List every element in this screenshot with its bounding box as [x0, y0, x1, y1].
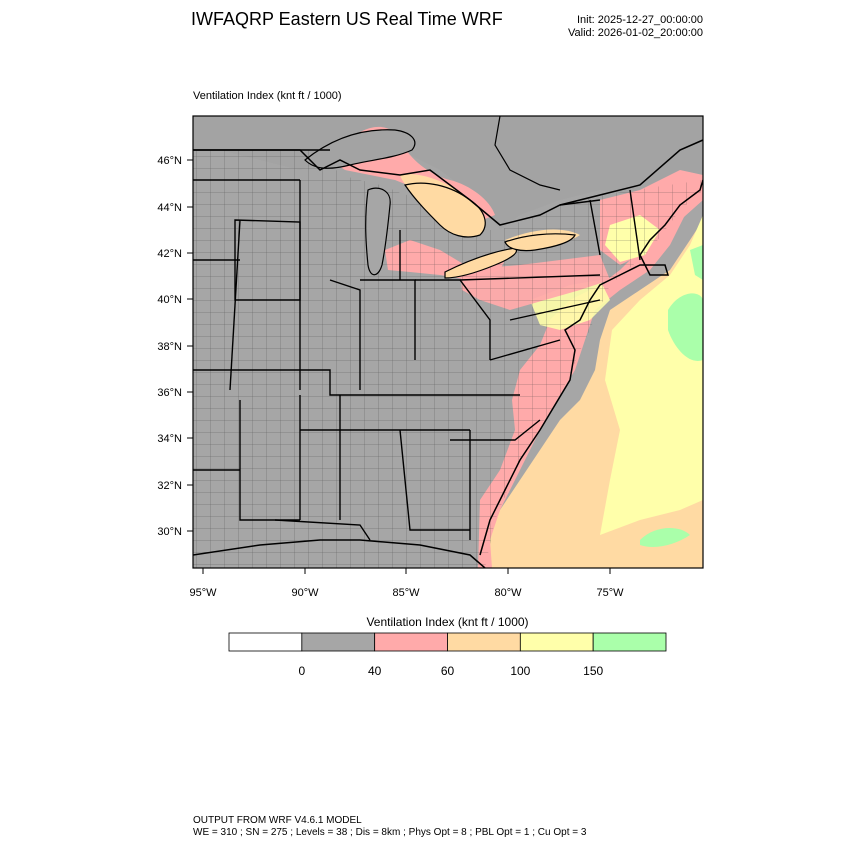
colorbar-tick-label: 100: [510, 664, 530, 678]
field-label: Ventilation Index (knt ft / 1000): [193, 90, 342, 102]
footer-config: WE = 310 ; SN = 275 ; Levels = 38 ; Dis …: [193, 827, 587, 838]
county-lines: [193, 150, 703, 568]
colorbar-bin: [301, 632, 376, 652]
colorbar-bin: [374, 632, 448, 652]
canada-region: [193, 116, 703, 230]
init-time: Init: 2025-12-27_00:00:00: [577, 14, 703, 26]
lake-erie: [444, 247, 517, 279]
colorbar: 0 40 60 100 150: [228, 632, 667, 678]
colorbar-tick-label: 0: [298, 664, 305, 678]
lat-label: 42°N: [157, 248, 182, 260]
colorbar-tick-label: 150: [583, 664, 603, 678]
lon-label: 80°W: [494, 587, 522, 599]
lake-ontario: [504, 233, 576, 252]
footer-model: OUTPUT FROM WRF V4.6.1 MODEL: [193, 815, 362, 826]
lon-label: 95°W: [189, 587, 217, 599]
longitude-axis: 95°W 90°W 85°W 80°W 75°W: [189, 568, 624, 599]
lake-huron: [404, 182, 486, 238]
latitude-axis: 46°N 44°N 42°N 40°N 38°N 36°N 34°N 32°N 30°N: [157, 155, 193, 538]
lat-label: 44°N: [157, 202, 182, 214]
colorbar-bin: [592, 632, 667, 652]
lat-label: 36°N: [157, 387, 182, 399]
colorbar-tick-label: 40: [368, 664, 382, 678]
colorbar-bin: [519, 632, 594, 652]
lat-label: 38°N: [157, 341, 182, 353]
lat-label: 40°N: [157, 294, 182, 306]
lon-label: 90°W: [291, 587, 319, 599]
coastline: [193, 179, 703, 568]
lat-label: 30°N: [157, 526, 182, 538]
lon-label: 75°W: [596, 587, 624, 599]
ocean-yellow: [600, 195, 703, 535]
hudson-outline: [494, 116, 561, 191]
lat-label: 46°N: [157, 155, 182, 167]
colorbar-title: Ventilation Index (knt ft / 1000): [366, 615, 529, 629]
valid-time: Valid: 2026-01-02_20:00:00: [568, 27, 703, 39]
ocean-green-east: [690, 245, 703, 280]
map-area: [193, 116, 703, 568]
lake-superior: [304, 129, 416, 169]
lat-label: 34°N: [157, 433, 182, 445]
lake-michigan: [365, 187, 391, 276]
colorbar-bin: [447, 632, 521, 652]
lon-label: 85°W: [392, 587, 420, 599]
canada-border: [193, 139, 703, 226]
colorbar-tick-label: 60: [441, 664, 455, 678]
lat-label: 32°N: [157, 480, 182, 492]
map-frame: [192, 115, 704, 569]
colorbar-bin: [228, 632, 303, 652]
ocean-green-south: [640, 528, 690, 547]
state-boundaries: [193, 149, 641, 541]
map-title: IWFAQRP Eastern US Real Time WRF: [191, 9, 503, 29]
ocean-green-north: [668, 293, 703, 361]
